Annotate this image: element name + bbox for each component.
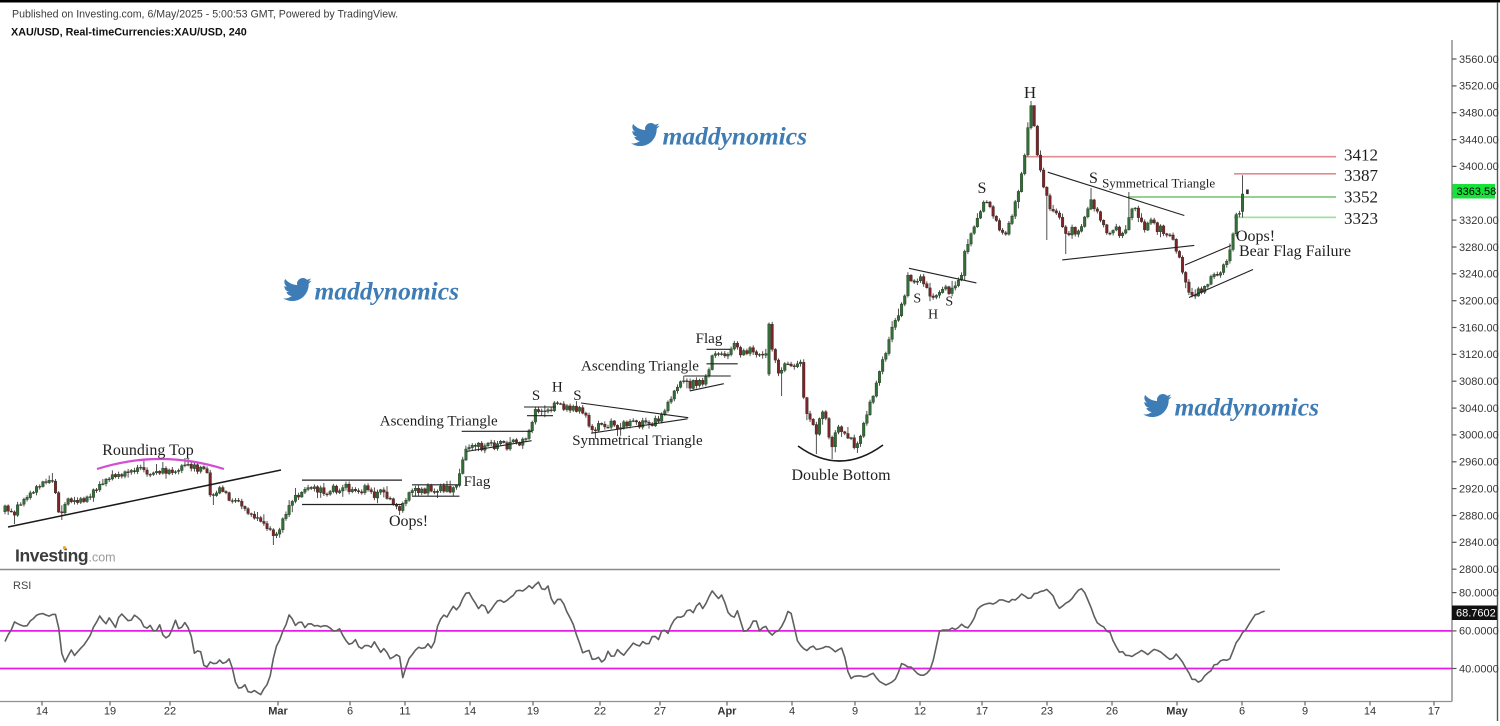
svg-text:2920.00: 2920.00 [1459, 483, 1499, 495]
svg-text:Flag: Flag [696, 331, 723, 347]
svg-text:6: 6 [1239, 706, 1245, 718]
svg-text:S: S [532, 388, 540, 404]
svg-text:XAU/USD, Real-timeCurrencies:X: XAU/USD, Real-timeCurrencies:XAU/USD, 24… [11, 26, 247, 38]
svg-text:3352: 3352 [1344, 187, 1378, 206]
svg-text:14: 14 [1364, 706, 1376, 718]
svg-text:S: S [1089, 170, 1098, 187]
svg-text:RSI: RSI [13, 580, 31, 592]
svg-text:Ascending Triangle: Ascending Triangle [380, 414, 498, 430]
svg-text:3520.00: 3520.00 [1459, 81, 1499, 93]
svg-text:3387: 3387 [1344, 166, 1379, 185]
svg-text:4: 4 [789, 706, 795, 718]
svg-text:3280.00: 3280.00 [1459, 242, 1499, 254]
svg-text:Oops!: Oops! [1236, 228, 1275, 245]
svg-text:Apr: Apr [718, 706, 738, 718]
svg-text:Symmetrical Triangle: Symmetrical Triangle [572, 433, 703, 449]
svg-text:Rounding Top: Rounding Top [102, 442, 193, 459]
svg-text:68.7602: 68.7602 [1456, 608, 1496, 620]
svg-text:Oops!: Oops! [389, 513, 428, 530]
svg-text:19: 19 [104, 706, 116, 718]
svg-text:11: 11 [399, 706, 410, 718]
svg-text:Investing: Investing [15, 546, 88, 566]
svg-text:S: S [573, 388, 581, 404]
svg-text:Mar: Mar [268, 706, 288, 718]
svg-text:3363.58: 3363.58 [1457, 186, 1497, 198]
svg-text:Published on Investing.com, 6/: Published on Investing.com, 6/May/2025 -… [12, 8, 398, 20]
svg-text:3000.00: 3000.00 [1459, 430, 1499, 442]
svg-text:3200.00: 3200.00 [1459, 296, 1499, 308]
svg-text:S: S [978, 180, 987, 197]
svg-text:2960.00: 2960.00 [1459, 457, 1499, 469]
svg-text:3412: 3412 [1344, 146, 1378, 165]
svg-text:3080.00: 3080.00 [1459, 376, 1499, 388]
svg-text:14: 14 [36, 706, 48, 718]
svg-text:14: 14 [464, 706, 476, 718]
svg-text:17: 17 [976, 706, 988, 718]
svg-text:.com: .com [89, 551, 116, 565]
svg-text:22: 22 [594, 706, 606, 718]
svg-text:6: 6 [347, 706, 353, 718]
svg-text:80.0000: 80.0000 [1459, 587, 1499, 599]
svg-text:Symmetrical Triangle: Symmetrical Triangle [1102, 176, 1215, 191]
svg-text:3240.00: 3240.00 [1459, 269, 1499, 281]
svg-text:S: S [913, 292, 921, 307]
svg-text:3480.00: 3480.00 [1459, 108, 1499, 120]
svg-text:Double Bottom: Double Bottom [791, 467, 891, 484]
svg-text:3160.00: 3160.00 [1459, 322, 1499, 334]
svg-text:Flag: Flag [464, 474, 491, 490]
svg-text:3400.00: 3400.00 [1459, 161, 1499, 173]
svg-text:maddynomics: maddynomics [663, 122, 808, 151]
svg-text:2800.00: 2800.00 [1459, 564, 1499, 576]
svg-text:9: 9 [1302, 706, 1308, 718]
svg-text:22: 22 [164, 706, 176, 718]
svg-text:27: 27 [654, 706, 666, 718]
svg-text:H: H [552, 380, 563, 396]
svg-text:S: S [945, 295, 953, 310]
svg-text:9: 9 [852, 706, 858, 718]
svg-text:3120.00: 3120.00 [1459, 349, 1499, 361]
svg-text:H: H [1024, 83, 1036, 102]
svg-text:H: H [928, 308, 938, 323]
svg-text:May: May [1166, 706, 1188, 718]
svg-text:3320.00: 3320.00 [1459, 215, 1499, 227]
svg-text:3560.00: 3560.00 [1459, 54, 1499, 66]
svg-text:maddynomics: maddynomics [315, 277, 460, 306]
svg-text:3040.00: 3040.00 [1459, 403, 1499, 415]
svg-text:12: 12 [914, 706, 926, 718]
svg-text:2840.00: 2840.00 [1459, 537, 1499, 549]
svg-text:26: 26 [1106, 706, 1118, 718]
svg-text:17: 17 [1428, 706, 1440, 718]
svg-text:2880.00: 2880.00 [1459, 510, 1499, 522]
svg-text:23: 23 [1041, 706, 1053, 718]
svg-text:3440.00: 3440.00 [1459, 134, 1499, 146]
svg-text:Bear Flag Failure: Bear Flag Failure [1239, 243, 1351, 260]
svg-text:Ascending Triangle: Ascending Triangle [581, 359, 699, 375]
svg-text:maddynomics: maddynomics [1175, 393, 1320, 422]
svg-text:60.0000: 60.0000 [1459, 626, 1499, 638]
svg-text:19: 19 [527, 706, 539, 718]
svg-text:40.0000: 40.0000 [1459, 663, 1499, 675]
svg-text:3323: 3323 [1344, 209, 1378, 228]
